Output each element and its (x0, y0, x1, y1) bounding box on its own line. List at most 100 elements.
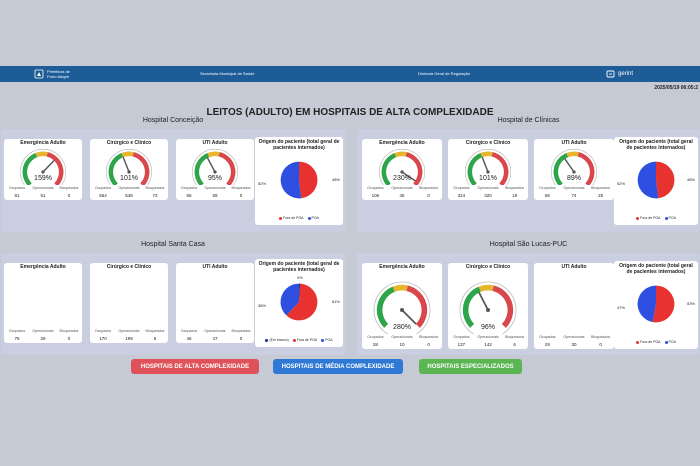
stat-value-operacionais: 74 (571, 193, 577, 198)
stat-values: 29 30 0 (534, 342, 614, 347)
pie-title: Origem do paciente (total geral de pacie… (619, 139, 693, 151)
stat-value-ocupados: 66 (544, 193, 550, 198)
stat-label-operacionais: Operacionais (563, 335, 585, 339)
stat-value-ocupados: 137 (457, 342, 466, 347)
stat-labels: Ocupados Operacionais Bloqueados (4, 329, 82, 333)
pie-left-percent: 52% (617, 181, 626, 186)
pie-right-percent: 61% (331, 299, 340, 304)
stat-value-ocupados: 106 (371, 193, 380, 198)
stat-values: 324 320 19 (448, 193, 528, 198)
stat-value-bloqueados: 0 (67, 336, 71, 341)
gauge-needle (122, 156, 130, 173)
especializados-button[interactable]: HOSPITAIS ESPECIALIZADOS (419, 359, 522, 374)
pie-left-percent: 52% (258, 181, 267, 186)
card-title: UTI Adulto (561, 140, 587, 146)
pie-right-percent: 48% (686, 177, 695, 182)
stat-label-bloqueados: Bloqueados (59, 186, 79, 190)
stat-labels: Ocupados Operacionais Bloqueados (448, 335, 528, 339)
stat-value-bloqueados: 73 (152, 193, 158, 198)
legend-item-sem: (Em branco) (265, 338, 289, 342)
occupancy-percent: 95% (207, 175, 222, 182)
stat-label-bloqueados: Bloqueados (505, 186, 525, 190)
stat-value-ocupados: 76 (14, 336, 20, 341)
stat-value-operacionais: 10 (399, 342, 405, 347)
occupancy-card: Emergência Adulto 230% Ocupados Operacionai… (362, 139, 442, 200)
occupancy-card: UTI Adulto Ocupados Operacionais Bloqueados… (534, 263, 614, 349)
pie-slice-fora-poa (652, 285, 675, 323)
pie-left-percent: 47% (617, 305, 626, 310)
occupancy-gauge (362, 146, 442, 196)
stat-label-ocupados: Ocupados (180, 186, 198, 190)
gauge-needle (478, 292, 489, 311)
hospital-panel-santa-casa: Hospital Santa Casa Emergência Adulto Ocup… (1, 241, 345, 355)
pie-slice-em-branco (299, 283, 301, 302)
legend-label: POA (668, 340, 676, 344)
stat-value-operacionais: 30 (571, 342, 577, 347)
stat-label-bloqueados: Bloqueados (419, 186, 439, 190)
stat-values: 66 74 25 (534, 193, 614, 198)
legend-label: POA (311, 216, 319, 220)
stat-label-operacionais: Operacionais (391, 335, 413, 339)
occupancy-card: Cirúrgico e Clínico 96% Ocupados Operaciona… (448, 263, 528, 349)
stat-labels: Ocupados Operacionais Bloqueados (4, 186, 82, 190)
stat-label-operacionais: Operacionais (477, 186, 499, 190)
media-complexidade-button[interactable]: HOSPITAIS DE MÉDIA COMPLEXIDADE (273, 359, 403, 374)
stat-label-bloqueados: Bloqueados (591, 186, 611, 190)
stat-value-bloqueados: 5 (153, 336, 157, 341)
pie-right-percent: 48% (331, 177, 340, 182)
stat-labels: Ocupados Operacionais Bloqueados (176, 329, 254, 333)
stat-label-ocupados: Ocupados (94, 186, 112, 190)
occupancy-gauge (176, 146, 254, 196)
hospital-name: Hospital de Clínicas (497, 117, 560, 124)
stat-labels: Ocupados Operacionais Bloqueados (534, 186, 614, 190)
pie-legend: Fora de POA POA (255, 216, 343, 220)
legend-dot-icon (265, 338, 269, 342)
gauge-needle (564, 158, 575, 173)
stat-value-operacionais: 51 (40, 193, 46, 198)
stat-value-bloqueados: 6 (513, 342, 516, 347)
stat-values: 28 10 0 (362, 342, 442, 347)
card-title: Cirúrgico e Clínico (106, 264, 152, 270)
occupancy-percent: 101% (120, 175, 138, 182)
stat-label-operacionais: Operacionais (477, 335, 499, 339)
stat-value-bloqueados: 0 (239, 336, 243, 341)
legend-item-fora: Fora de POA (292, 338, 317, 342)
origin-pie-chart (633, 157, 679, 203)
alta-complexidade-button[interactable]: HOSPITAIS DE ALTA COMPLEXIDADE (131, 359, 259, 374)
stat-value-operacionais: 548 (125, 193, 133, 198)
stat-value-ocupados: 56 (186, 193, 192, 198)
stat-value-bloqueados: 0 (67, 193, 71, 198)
legend-dot-icon (321, 338, 325, 342)
stat-label-ocupados: Ocupados (180, 329, 198, 333)
stat-labels: Ocupados Operacionais Bloqueados (448, 186, 528, 190)
origin-pie-chart (276, 157, 322, 203)
stat-value-ocupados: 554 (99, 193, 107, 198)
stat-labels: Ocupados Operacionais Bloqueados (90, 186, 168, 190)
gerint-icon (606, 70, 615, 78)
stat-value-ocupados: 81 (14, 193, 20, 198)
stat-label-operacionais: Operacionais (204, 329, 226, 333)
stat-label-bloqueados: Bloqueados (231, 329, 251, 333)
occupancy-gauge (448, 146, 528, 196)
stat-values: 137 142 6 (448, 342, 528, 347)
card-title: Cirúrgico e Clínico (106, 140, 152, 146)
stat-labels: Ocupados Operacionais Bloqueados (534, 335, 614, 339)
stat-label-ocupados: Ocupados (367, 186, 384, 190)
pie-slice-poa (280, 283, 299, 316)
stat-label-operacionais: Operacionais (204, 186, 226, 190)
hospital-panel-conceicao: Hospital Conceição Emergência Adulto 159% O… (1, 117, 345, 232)
stat-label-ocupados: Ocupados (453, 335, 470, 339)
stat-label-ocupados: Ocupados (453, 186, 470, 190)
card-title: Emergência Adulto (379, 264, 425, 270)
occupancy-gauge (448, 270, 528, 339)
stat-value-bloqueados: 25 (598, 193, 604, 198)
stat-labels: Ocupados Operacionais Bloqueados (176, 186, 254, 190)
stat-value-ocupados: 170 (99, 336, 107, 341)
card-title: Emergência Adulto (379, 140, 425, 146)
legend-item-poa: POA (307, 216, 319, 220)
card-title: UTI Adulto (202, 140, 228, 146)
legend-label: Fora de POA (283, 216, 304, 220)
stat-labels: Ocupados Operacionais Bloqueados (362, 335, 442, 339)
stat-label-bloqueados: Bloqueados (419, 335, 439, 339)
legend-label: POA (325, 338, 333, 342)
